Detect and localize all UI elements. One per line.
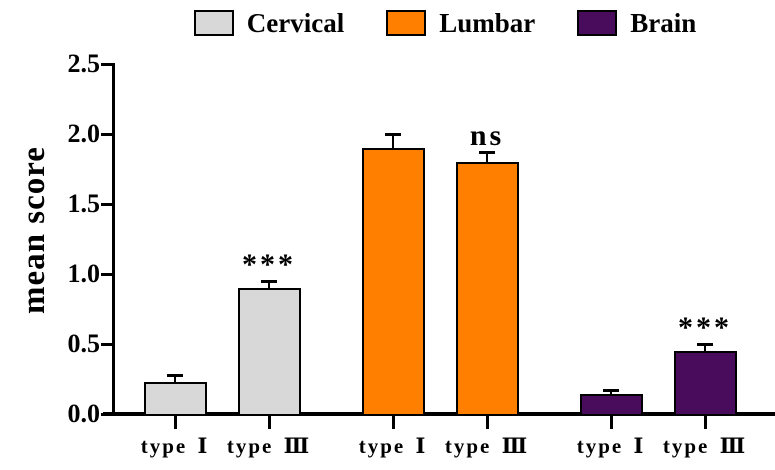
significance-annotation: *** [678, 311, 732, 344]
x-tick-label: type Ⅲ [226, 434, 312, 458]
y-axis-line [112, 63, 115, 416]
chart-legend: Cervical Lumbar Brain [115, 4, 775, 42]
x-tick-label: type Ⅰ [358, 434, 428, 458]
legend-label: Lumbar [439, 7, 536, 38]
error-bar-cap [479, 151, 495, 154]
x-axis-line [103, 412, 775, 416]
bar-cervical-type-3 [238, 288, 301, 416]
y-tick-label: 0.0 [67, 399, 101, 428]
y-tick-label: 1.5 [67, 189, 101, 218]
y-tick-label: 0.5 [67, 329, 101, 358]
x-axis-tick [268, 416, 271, 429]
y-axis-tick [101, 133, 112, 136]
error-bar-cap [697, 343, 713, 346]
error-bar-stem [610, 390, 612, 394]
x-axis-tick [392, 416, 395, 429]
legend-label: Brain [630, 7, 697, 38]
legend-item-lumbar: Lumbar [386, 7, 536, 38]
x-tick-label: type Ⅰ [140, 434, 210, 458]
y-axis-tick [101, 273, 112, 276]
bar-cervical-type-1 [144, 382, 207, 416]
error-bar-cap [261, 280, 277, 283]
error-bar-cap [385, 133, 401, 136]
error-bar-stem [392, 134, 394, 148]
legend-swatch-brain [577, 10, 618, 36]
bar-brain-type-1 [580, 394, 643, 416]
error-bar-cap [167, 374, 183, 377]
y-axis-tick [101, 63, 112, 66]
legend-swatch-cervical [193, 10, 234, 36]
error-bar-stem [486, 152, 488, 162]
error-bar-stem [174, 375, 176, 382]
error-bar-stem [268, 281, 270, 288]
x-tick-label: type Ⅲ [444, 434, 530, 458]
y-tick-label: 2.0 [67, 119, 101, 148]
error-bar-cap [603, 389, 619, 392]
legend-item-cervical: Cervical [193, 7, 345, 38]
x-tick-label: type Ⅰ [576, 434, 646, 458]
y-axis-tick [101, 343, 112, 346]
y-axis-tick [101, 413, 112, 416]
x-tick-label: type Ⅲ [662, 434, 748, 458]
legend-item-brain: Brain [577, 7, 697, 38]
x-axis-tick [486, 416, 489, 429]
x-axis-tick [704, 416, 707, 429]
x-axis-tick [174, 416, 177, 429]
significance-annotation: *** [242, 248, 296, 281]
bar-lumbar-type-1 [362, 148, 425, 416]
bar-lumbar-type-3 [456, 162, 519, 416]
x-axis-tick [610, 416, 613, 429]
y-tick-label: 2.5 [67, 49, 101, 78]
y-tick-label: 1.0 [67, 259, 101, 288]
significance-annotation: ns [469, 119, 505, 152]
bar-brain-type-3 [674, 351, 737, 416]
y-axis-tick [101, 203, 112, 206]
legend-label: Cervical [246, 7, 345, 38]
error-bar-stem [704, 344, 706, 351]
legend-swatch-lumbar [386, 10, 427, 36]
